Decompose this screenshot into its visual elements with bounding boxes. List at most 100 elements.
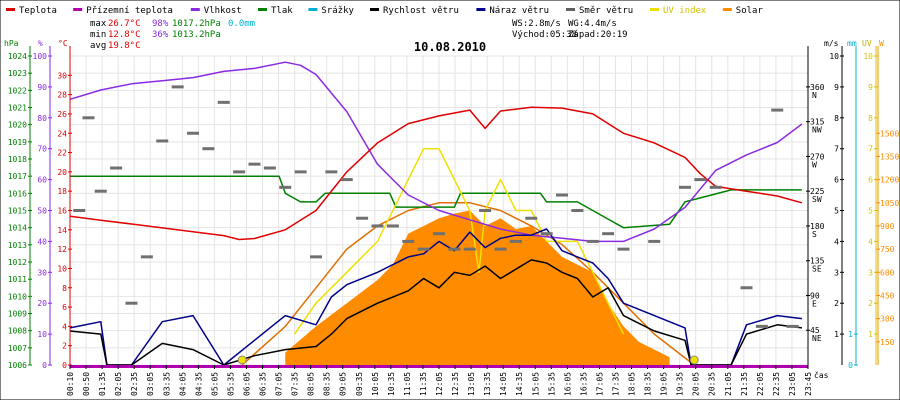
axis-uv-label: 5 bbox=[868, 207, 873, 216]
legend-label-vlhkost: Vlhkost bbox=[204, 6, 242, 16]
x-tick-label: 16:35 bbox=[579, 372, 588, 396]
axis-temperature-label: 16 bbox=[57, 207, 67, 216]
x-tick-label: 02:05 bbox=[114, 372, 123, 396]
axis-pressure-label: 1015 bbox=[8, 207, 27, 216]
legend: Teplota Přízemní teplota Vlhkost Tlak Srážky… bbox=[6, 6, 763, 16]
wind-direction-point bbox=[110, 166, 123, 170]
axis-pressure-label: 1020 bbox=[8, 121, 27, 130]
x-tick-label: 02:35 bbox=[130, 372, 139, 396]
wind-direction-point bbox=[694, 178, 707, 182]
axis-rain-label: 0 bbox=[848, 361, 853, 370]
legend-swatch-srazky bbox=[308, 8, 318, 11]
x-tick-label: 08:35 bbox=[323, 372, 332, 396]
axis-pressure-label: 1021 bbox=[8, 104, 27, 113]
axis-uv-label: 1 bbox=[868, 330, 873, 339]
axis-wind-direction-compass: W bbox=[812, 160, 817, 169]
wind-wg: WG:4.4m/s bbox=[568, 19, 617, 29]
axis-pressure-label: 1016 bbox=[8, 189, 27, 198]
wind-direction-point bbox=[448, 247, 461, 251]
legend-swatch-uv-index bbox=[650, 8, 659, 11]
x-tick-label: 17:35 bbox=[611, 372, 620, 396]
axis-humidity-label: 40 bbox=[37, 237, 47, 246]
axis-solar-label: 1500 bbox=[880, 129, 899, 138]
wind-direction-point bbox=[233, 170, 246, 174]
x-tick-label: 21:05 bbox=[724, 372, 733, 396]
axis-wind-speed-label: 3 bbox=[834, 268, 839, 277]
axis-uv-label: 8 bbox=[868, 114, 873, 123]
wind-direction-point bbox=[386, 224, 399, 228]
series-tlak bbox=[70, 175, 802, 229]
axis-humidity-label: 10 bbox=[37, 330, 47, 339]
axis-temperature-label: 20 bbox=[57, 168, 67, 177]
wind-direction-point bbox=[479, 209, 492, 212]
axis-humidity-label: 90 bbox=[37, 83, 47, 92]
axis-wind-speed-label: 5 bbox=[834, 207, 839, 216]
axis-wind-direction-compass: SE bbox=[812, 265, 822, 274]
axis-solar-label: 300 bbox=[880, 315, 895, 324]
series-teplota bbox=[69, 106, 803, 241]
series-layer bbox=[69, 61, 803, 366]
unit-pct: % bbox=[38, 39, 43, 48]
axis-wind-direction-label: 270 bbox=[810, 152, 825, 161]
axis-uv-label: 4 bbox=[868, 237, 873, 246]
axis-humidity-label: 80 bbox=[37, 114, 47, 123]
wind-direction-point bbox=[509, 239, 522, 243]
wind-direction-point bbox=[402, 239, 415, 243]
x-tick-label: 12:35 bbox=[451, 372, 460, 396]
axis-temperature-label: 10 bbox=[57, 264, 67, 273]
legend-label-smer-vetru: Směr větru bbox=[579, 6, 633, 16]
axis-pressure-label: 1022 bbox=[8, 86, 27, 95]
axis-solar-label: 1350 bbox=[880, 152, 899, 161]
x-tick-label: 19:35 bbox=[676, 372, 685, 396]
wind-direction-point bbox=[755, 324, 768, 328]
axis-temperature-label: 0 bbox=[62, 361, 67, 370]
wind-direction-point bbox=[294, 170, 307, 174]
wind-direction-point bbox=[125, 301, 138, 305]
x-tick-label: 10:05 bbox=[371, 372, 380, 396]
legend-label-srazky: Srážky bbox=[321, 6, 354, 16]
wind-direction-point bbox=[310, 255, 322, 259]
x-tick-label: 22:05 bbox=[756, 372, 765, 396]
axis-wind-direction-compass: NE bbox=[812, 334, 822, 343]
axis-solar-label: 750 bbox=[880, 245, 895, 254]
axis-pressure-label: 1019 bbox=[8, 138, 27, 147]
axis-humidity-label: 30 bbox=[37, 268, 47, 277]
wind-direction-point bbox=[709, 185, 722, 189]
series-solar bbox=[285, 210, 670, 365]
wind-direction-point bbox=[356, 216, 369, 220]
stats-block: max 26.7°C 98% 1017.2hPa 0.0mm min 12.8°… bbox=[90, 19, 628, 51]
axis-temperature-label: 18 bbox=[57, 187, 67, 196]
x-tick-label: 13:05 bbox=[467, 372, 476, 396]
stats-min-label: min bbox=[90, 30, 106, 40]
axis-uv-label: 10 bbox=[863, 52, 873, 61]
legend-swatch-rychlost-vetru bbox=[370, 8, 379, 11]
wind-direction-point bbox=[525, 216, 538, 220]
x-tick-label: 23:45 bbox=[804, 372, 813, 396]
chart-title: 10.08.2010 bbox=[414, 40, 486, 54]
unit-w: W bbox=[879, 39, 884, 48]
stats-max-temp: 26.7°C bbox=[108, 19, 141, 29]
axis-temperature-label: 2 bbox=[62, 342, 67, 351]
axis-temperature-label: 4 bbox=[62, 322, 67, 331]
axis-temperature-label: 22 bbox=[57, 149, 67, 158]
x-tick-label: 20:05 bbox=[692, 372, 701, 396]
stats-max-hum: 98% bbox=[152, 19, 169, 29]
x-tick-label: 17:05 bbox=[595, 372, 604, 396]
x-tick-label: 11:05 bbox=[403, 372, 412, 396]
wind-ws: WS:2.8m/s bbox=[512, 19, 561, 29]
x-axis: 00:10 00:50 01:35 02:05 02:35 03:05 03:35 04:05… bbox=[66, 365, 813, 396]
axis-uv-label: 6 bbox=[868, 176, 873, 185]
x-tick-label: 08:05 bbox=[307, 372, 316, 396]
wind-direction-point bbox=[786, 324, 799, 328]
axis-temperature-label: 26 bbox=[57, 110, 67, 119]
axis-wind-direction-label: 225 bbox=[810, 187, 825, 196]
unit-time: čas bbox=[814, 370, 829, 380]
axis-wind-direction-label: 45 bbox=[810, 326, 820, 335]
x-tick-label: 22:35 bbox=[772, 372, 781, 396]
stats-min-temp: 12.8°C bbox=[108, 30, 141, 40]
axis-humidity-label: 20 bbox=[37, 299, 47, 308]
axis-solar-label: 150 bbox=[880, 338, 895, 347]
x-tick-label: 18:35 bbox=[644, 372, 653, 396]
axis-temperature-label: 8 bbox=[62, 284, 67, 293]
sunset-marker bbox=[689, 355, 699, 365]
